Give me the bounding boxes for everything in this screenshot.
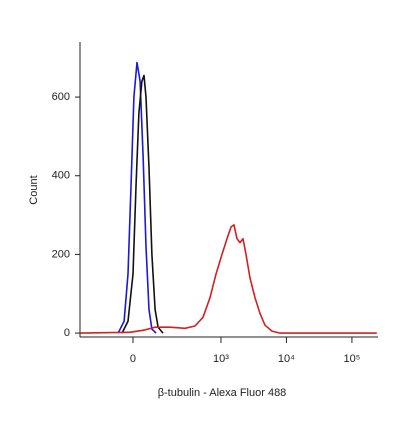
x-tick-label: 0 bbox=[130, 353, 136, 365]
y-tick-label: 400 bbox=[52, 170, 70, 182]
y-tick-label: 0 bbox=[64, 327, 70, 339]
histogram-line bbox=[80, 224, 377, 334]
x-tick-label: 10³ bbox=[213, 353, 229, 365]
x-tick-label: 10⁵ bbox=[344, 353, 361, 365]
x-axis-label: β-tubulin - Alexa Fluor 488 bbox=[158, 387, 287, 399]
x-tick-label: 10⁴ bbox=[278, 353, 295, 365]
y-tick-label: 200 bbox=[52, 248, 70, 260]
histogram-line bbox=[121, 74, 164, 334]
y-tick-label: 600 bbox=[52, 91, 70, 103]
histogram-line bbox=[117, 61, 157, 334]
y-axis-label: Count bbox=[28, 175, 40, 204]
